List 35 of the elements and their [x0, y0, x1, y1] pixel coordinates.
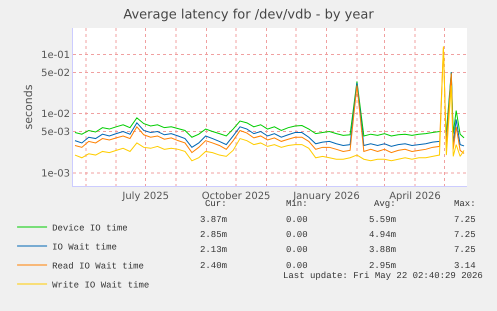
text: 7.25: [454, 215, 476, 225]
y-tick-label: 1e-01: [41, 50, 70, 61]
y-tick-label: 5e-02: [41, 68, 70, 79]
legend-label: Write IO Wait time: [52, 280, 150, 290]
text: 7.25: [454, 245, 476, 255]
text: 0.00: [286, 261, 308, 271]
text: Min:: [286, 199, 308, 209]
text: 2.13m: [200, 245, 228, 255]
text: 3.87m: [200, 215, 228, 225]
x-tick-label: January 2026: [292, 191, 360, 202]
chart-title: Average latency for /dev/vdb - by year: [123, 8, 374, 23]
text: 4.94m: [369, 230, 396, 240]
y-tick-label: 1e-03: [41, 168, 70, 180]
text: 0.00: [286, 245, 308, 255]
legend-label: Device IO time: [52, 223, 128, 234]
text: 0.00: [286, 215, 308, 225]
legend-label: Read IO Wait time: [52, 261, 144, 272]
text: 3.88m: [369, 245, 396, 255]
x-tick-label: April 2026: [389, 191, 441, 202]
text: 5.59m: [369, 215, 396, 225]
legend-label: IO Wait time: [52, 242, 117, 252]
text: Avg:: [374, 199, 396, 209]
text: 0.00: [286, 230, 308, 240]
text: 7.25: [454, 230, 476, 240]
y-tick-label: 1e-02: [41, 109, 70, 120]
text: 2.85m: [200, 230, 228, 240]
y-tick-label: 5e-03: [41, 126, 70, 138]
text: Max:: [454, 199, 476, 209]
text: 3.14: [454, 261, 476, 271]
x-tick-label: July 2025: [121, 191, 170, 202]
text: Cur:: [205, 199, 227, 209]
text: Last update: Fri May 22 02:40:29 2026: [283, 271, 483, 281]
y-axis-title: seconds: [22, 84, 35, 130]
text: 2.40m: [200, 261, 228, 271]
text: 2.95m: [369, 261, 396, 271]
